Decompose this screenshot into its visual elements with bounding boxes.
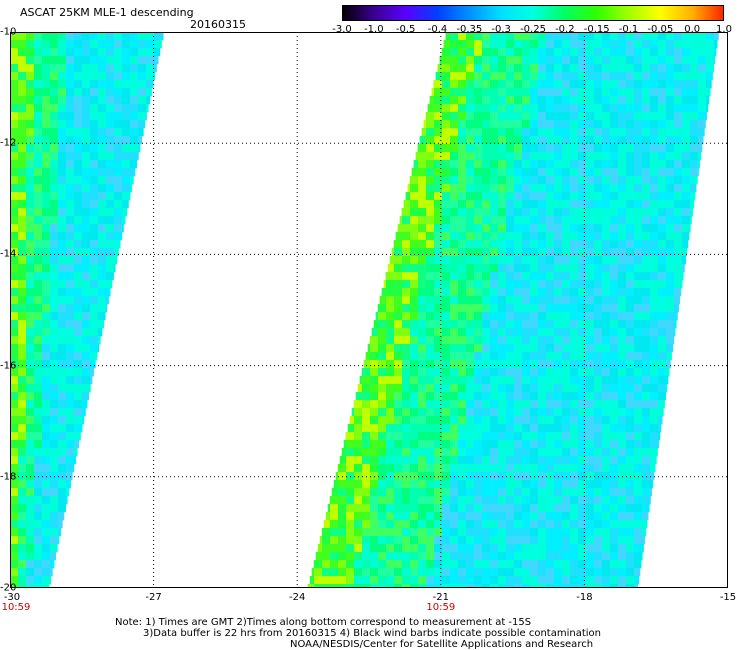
colorbar-label: -0.2 xyxy=(555,24,575,35)
colorbar xyxy=(342,5,724,21)
colorbar-label: -0.15 xyxy=(583,24,610,35)
map-date: 20160315 xyxy=(190,18,246,31)
swath-layer xyxy=(10,32,719,588)
y-axis-label: -10 xyxy=(0,26,17,38)
note-line-1: Note: 1) Times are GMT 2)Times along bot… xyxy=(115,617,532,628)
y-axis-label: -18 xyxy=(0,471,17,483)
colorbar-label: -3.0 xyxy=(332,24,352,35)
plot-frame xyxy=(10,32,728,588)
colorbar-label: -0.4 xyxy=(427,24,448,35)
colorbar-label: -1.0 xyxy=(364,24,384,35)
note-line-2: 3)Data buffer is 22 hrs from 20160315 4)… xyxy=(143,628,601,639)
right-swath xyxy=(307,32,719,588)
x-axis-label: -24 xyxy=(289,592,306,603)
colorbar-label: -0.3 xyxy=(491,24,511,35)
time-label: 10:59 xyxy=(1,602,31,613)
colorbar-label: 0.0 xyxy=(684,24,701,35)
colorbar-label: -0.05 xyxy=(647,24,674,35)
left-swath xyxy=(10,32,164,588)
colorbar-label: -0.25 xyxy=(520,24,546,35)
time-label: 10:59 xyxy=(426,602,456,613)
x-axis-label: -27 xyxy=(145,592,162,603)
map-title: ASCAT 25KM MLE-1 descending xyxy=(20,6,194,19)
grid-lines xyxy=(10,32,728,588)
x-axis-label: -21 xyxy=(432,592,449,603)
colorbar-gradient xyxy=(342,5,724,21)
y-axis-label: -12 xyxy=(0,137,17,149)
x-axis-label: -15 xyxy=(719,592,737,603)
note-line-3: NOAA/NESDIS/Center for Satellite Applica… xyxy=(290,639,594,650)
y-axis-label: -16 xyxy=(0,360,17,372)
colorbar-label: -0.1 xyxy=(618,24,639,35)
colorbar-label: -0.35 xyxy=(456,24,483,35)
wind-map-plot xyxy=(10,32,728,588)
colorbar-label: 1.0 xyxy=(716,24,732,35)
x-axis-label: -18 xyxy=(576,592,593,603)
x-axis-label: -30 xyxy=(3,592,21,603)
y-axis-label: -14 xyxy=(0,248,17,260)
colorbar-label: -0.5 xyxy=(395,24,416,35)
y-axis-label: -20 xyxy=(0,582,17,594)
